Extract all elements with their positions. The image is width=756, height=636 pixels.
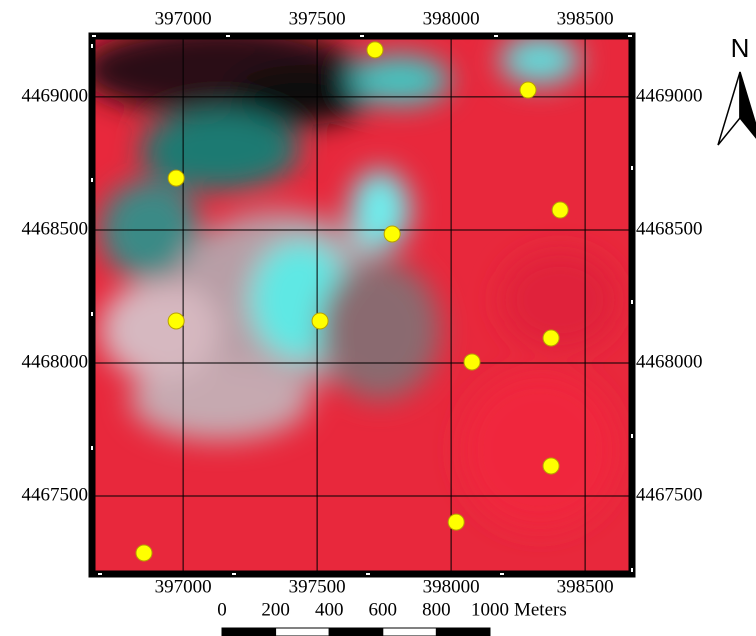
scale-segment (328, 627, 384, 636)
grid (92, 36, 632, 574)
y-tick-label: 4469000 (636, 85, 703, 106)
scale-segment (221, 627, 277, 636)
x-tick-label: 397000 (155, 576, 212, 597)
sample-point (366, 41, 384, 59)
scale-unit: Meters (514, 599, 567, 620)
scale-label: 1000 (471, 599, 509, 620)
y-tick-label: 4468000 (636, 351, 703, 372)
y-tick-label: 4467500 (22, 484, 89, 505)
sample-point (551, 201, 569, 219)
points (135, 41, 569, 562)
north-arrow: N (717, 33, 756, 146)
scale-segment (382, 627, 437, 636)
x-tick-label: 398500 (557, 8, 614, 29)
sample-point (542, 457, 560, 475)
sample-point (542, 329, 560, 347)
scale-segment (435, 627, 491, 636)
x-tick-label: 397500 (289, 8, 346, 29)
scale-label: 0 (217, 599, 227, 620)
arrow-left (717, 71, 741, 146)
y-tick-label: 4468500 (22, 218, 89, 239)
x-tick-label: 397000 (155, 8, 212, 29)
x-tick-label: 398500 (557, 576, 614, 597)
scale-label: 200 (261, 599, 290, 620)
north-label: N (731, 33, 750, 63)
neatline-ticks (91, 35, 633, 575)
sample-point (383, 225, 401, 243)
x-tick-label: 398000 (423, 576, 480, 597)
scale-bar: 0 200 400 600 800 1000 Meters (217, 599, 567, 636)
y-tick-label: 4468000 (22, 351, 89, 372)
sample-point (447, 513, 465, 531)
sample-point (519, 81, 537, 99)
imagery (92, 36, 632, 574)
scale-label: 400 (315, 599, 344, 620)
scale-segment (275, 627, 330, 636)
sample-point (167, 169, 185, 187)
y-tick-label: 4469000 (22, 85, 89, 106)
sample-point (135, 544, 153, 562)
x-tick-label: 398000 (423, 8, 480, 29)
y-tick-label: 4467500 (636, 484, 703, 505)
arrow-right (739, 71, 756, 139)
y-tick-label: 4468500 (636, 218, 703, 239)
scale-label: 800 (422, 599, 451, 620)
sample-point (167, 312, 185, 330)
sample-point (311, 312, 329, 330)
x-tick-label: 397500 (289, 576, 346, 597)
scale-label: 600 (369, 599, 398, 620)
sample-point (463, 353, 481, 371)
